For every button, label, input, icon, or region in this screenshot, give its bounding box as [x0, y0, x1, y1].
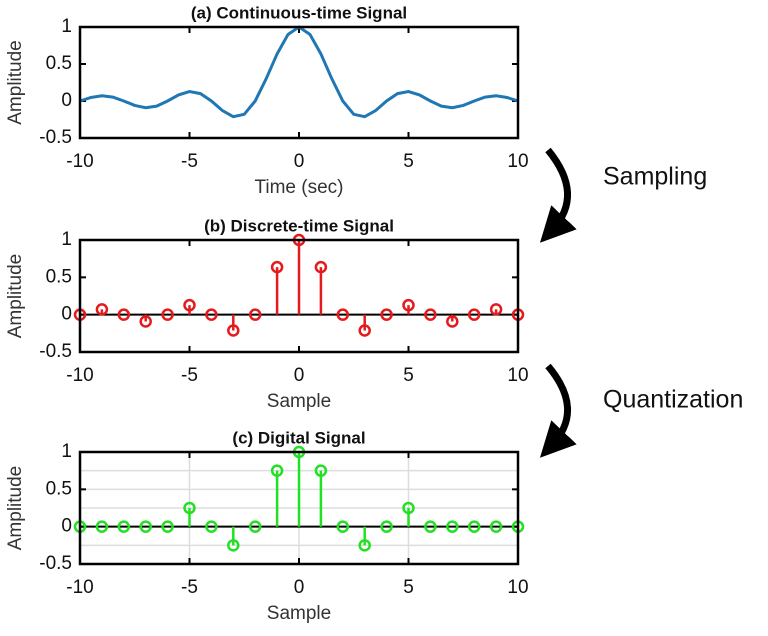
x-tick-label: 0	[294, 365, 305, 386]
signal-line	[79, 25, 519, 119]
subplot-title: (b) Discrete-time Signal	[204, 216, 394, 235]
axes-box	[78, 450, 520, 566]
y-tick-label: 1	[61, 16, 72, 37]
x-tick-label: -10	[66, 151, 93, 172]
stem-marker	[139, 520, 152, 533]
y-tick-label: -0.5	[39, 553, 72, 574]
stem-marker	[95, 520, 109, 533]
x-tick-label: -10	[66, 365, 93, 386]
subplot-title: (a) Continuous-time Signal	[191, 3, 407, 22]
subplot: -10 -5 0 5 10 -0.5 0 0.5 1 (a) Continuous-time Si…	[5, 3, 529, 198]
stem-marker	[336, 308, 350, 321]
stem-marker	[424, 520, 437, 533]
x-tick-label: -5	[181, 577, 198, 598]
y-tick-label: 0.5	[46, 53, 72, 74]
subplot: -10 -5 0 5 10 -0.5 0 0.5 1 (c) Digital Signal Samp…	[5, 428, 529, 624]
annotation: Sampling	[603, 163, 707, 191]
stem-marker	[314, 464, 328, 477]
axes-box	[78, 25, 520, 140]
y-tick-label: 0	[61, 90, 72, 111]
stem-marker	[183, 298, 196, 312]
stem-marker	[314, 260, 328, 274]
x-axis-label: Sample	[267, 603, 331, 624]
stem-marker	[117, 308, 131, 321]
stem-marker	[446, 520, 459, 533]
subplot: -10 -5 0 5 10 -0.5 0 0.5 1 (b) Discrete-time Sign…	[5, 216, 529, 412]
x-tick-label: 5	[403, 365, 414, 386]
stem-marker	[117, 520, 131, 533]
stem-marker	[358, 539, 371, 552]
stem-marker	[161, 308, 174, 321]
x-tick-label: -10	[66, 577, 93, 598]
y-axis-label: Amplitude	[5, 40, 26, 125]
x-tick-label: 5	[403, 151, 414, 172]
stem-marker	[227, 539, 240, 552]
stem-marker	[161, 520, 174, 533]
y-tick-label: 0.5	[46, 266, 72, 287]
stem-marker	[467, 308, 481, 321]
stem-marker	[380, 308, 393, 321]
x-tick-label: 10	[507, 577, 528, 598]
stem-marker	[270, 260, 284, 274]
stem-marker	[248, 520, 262, 533]
stem-marker	[270, 464, 284, 477]
y-axis-label: Amplitude	[5, 466, 26, 551]
x-axis-label: Sample	[267, 391, 331, 412]
stem-marker	[402, 298, 415, 312]
stem-marker	[139, 315, 152, 328]
stem-marker	[402, 501, 415, 515]
x-tick-label: 10	[507, 365, 528, 386]
stem-marker	[205, 520, 218, 533]
y-axis-label: Amplitude	[5, 254, 26, 339]
y-tick-label: 0.5	[46, 478, 72, 499]
stem-marker	[424, 308, 437, 321]
y-tick-label: -0.5	[39, 127, 72, 148]
stem-marker	[380, 520, 393, 533]
stem-marker	[248, 308, 262, 321]
y-tick-label: 1	[61, 229, 72, 250]
sampling-arrow	[540, 147, 577, 243]
x-axis-label: Time (sec)	[254, 177, 343, 198]
stem-marker	[446, 315, 459, 328]
y-tick-label: 1	[61, 441, 72, 462]
stem-marker	[489, 303, 503, 316]
x-tick-label: 5	[403, 577, 414, 598]
axes-box	[78, 238, 520, 354]
x-tick-label: -5	[181, 151, 198, 172]
y-tick-label: -0.5	[39, 341, 72, 362]
stem-marker	[358, 324, 371, 337]
stem-marker	[95, 303, 109, 316]
x-tick-label: 0	[294, 151, 305, 172]
stem-marker	[227, 324, 240, 337]
stem-marker	[489, 520, 503, 533]
stem-marker	[336, 520, 350, 533]
quantization-arrow	[540, 363, 577, 458]
stem-marker	[205, 308, 218, 321]
subplot-title: (c) Digital Signal	[232, 428, 365, 447]
y-tick-label: 0	[61, 516, 72, 537]
x-tick-label: 10	[507, 151, 528, 172]
x-tick-label: 0	[294, 577, 305, 598]
y-tick-label: 0	[61, 304, 72, 325]
stem-marker	[467, 520, 481, 533]
x-tick-label: -5	[181, 365, 198, 386]
annotation: Quantization	[603, 386, 743, 414]
stem-marker	[183, 501, 196, 515]
